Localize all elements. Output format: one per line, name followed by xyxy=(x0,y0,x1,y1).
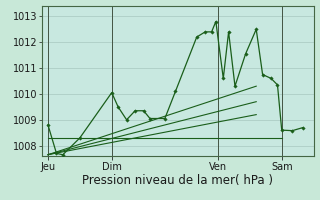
X-axis label: Pression niveau de la mer( hPa ): Pression niveau de la mer( hPa ) xyxy=(82,174,273,187)
